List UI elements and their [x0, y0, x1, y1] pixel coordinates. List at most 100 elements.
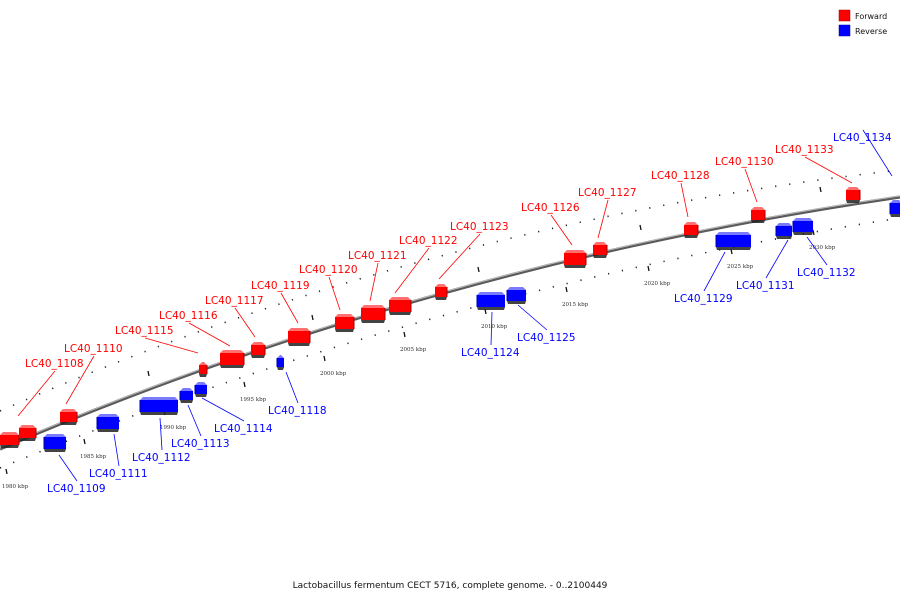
gene-lc40-1109-leader [58, 454, 78, 482]
gene-lc40-1120-feature-bevel [335, 314, 354, 317]
legend-swatch-reverse [838, 24, 851, 37]
scale-tick-label: 1990 kbp [160, 425, 187, 431]
gene-lc40-1108-feature-depth [0, 445, 19, 448]
gene-lc40-1118-feature-bevel [277, 355, 284, 358]
gene-lc40-1120-feature-body [335, 317, 354, 329]
gene-lc40-1124-label: LC40_1124 [461, 347, 520, 359]
gene-lc40-1133-feature-bevel [846, 187, 860, 190]
gene-lc40-1108-label: LC40_1108 [25, 358, 84, 370]
gene-lc40-1120-label: LC40_1120 [299, 264, 358, 276]
gene-lc40-1109-label: LC40_1109 [47, 483, 106, 495]
gene-lc40-1115-feature-depth [199, 374, 207, 377]
gene-lc40-1130-feature [751, 207, 766, 223]
gene-lc40-1122-feature [389, 297, 412, 315]
gene-lc40-1111-label: LC40_1111 [89, 468, 148, 480]
gene-lc40-1132-feature-depth [793, 232, 813, 235]
gene-lc40-1119-feature-body [288, 331, 310, 343]
scale-ticks: 1980 kbp 1985 kbp 1990 kbp 1995 kbp 2000 kbp… [2, 186, 836, 490]
gene-lc40-1126-label: LC40_1126 [521, 202, 580, 214]
gene-lc40-1108-feature [19, 425, 37, 441]
gene-lc40-1125-label: LC40_1125 [517, 332, 576, 344]
gene-lc40-1110-feature-bevel [60, 409, 77, 412]
gene-lc40-1130-feature-bevel [751, 207, 765, 210]
gene-lc40-1116-feature [220, 350, 245, 368]
gene-lc40-1134-leader [862, 129, 893, 177]
gene-lc40-1109-feature [43, 434, 66, 452]
gene-lc40-1123-feature-depth [435, 297, 447, 300]
gene-lc40-1127-feature-depth [593, 255, 607, 258]
gene-lc40-1116-feature-depth [220, 365, 244, 368]
gene-lc40-1134-label: LC40_1134 [833, 132, 892, 144]
gene-lc40-1133-leader [804, 156, 853, 184]
gene-lc40-1116-feature-body [220, 353, 244, 365]
gene-lc40-1111-leader [113, 433, 120, 467]
gene-lc40-1110-feature-body [60, 412, 77, 422]
gene-lc40-1116-leader [188, 322, 231, 347]
gene-lc40-1113-feature-depth [180, 400, 193, 403]
gene-lc40-1112-feature-body [140, 400, 178, 412]
gene-lc40-1112-feature [139, 397, 178, 415]
gene-lc40-1124-leader [490, 311, 493, 346]
gene-lc40-1111-feature [96, 414, 119, 432]
gene-lc40-1113-feature-bevel [180, 388, 193, 391]
gene-lc40-1114-feature-depth [195, 394, 207, 397]
gene-lc40-1115-leader [144, 337, 199, 354]
gene-lc40-1117-label: LC40_1117 [205, 295, 264, 307]
gene-lc40-1113-feature-body [180, 391, 193, 400]
gene-lc40-1117-feature [251, 342, 266, 358]
gene-lc40-1127-label: LC40_1127 [578, 187, 637, 199]
gene-lc40-1114-label: LC40_1114 [214, 423, 273, 435]
scale-tick-label: 2015 kbp [562, 302, 589, 308]
gene-lc40-1117-feature-bevel [251, 342, 265, 345]
gene-lc40-1133-feature [846, 187, 861, 203]
gene-lc40-1130-label: LC40_1130 [715, 156, 774, 168]
gene-lc40-1129-feature-body [716, 235, 751, 247]
gene-lc40-1133-label: LC40_1133 [775, 144, 834, 156]
gene-lc40-1123-leader [438, 233, 481, 280]
gene-lc40-1129-label: LC40_1129 [674, 293, 733, 305]
scale-tick-label: 1995 kbp [240, 397, 267, 403]
gene-lc40-1114-leader [201, 397, 245, 422]
gene-lc40-1134-feature-body [890, 203, 900, 214]
gene-lc40-1122-leader [394, 247, 430, 294]
gene-lc40-1123-label: LC40_1123 [450, 221, 509, 233]
legend-label-reverse: Reverse [855, 27, 887, 36]
gene-lc40-1116-label: LC40_1116 [159, 310, 218, 322]
scale-tick-label: 2000 kbp [320, 371, 347, 377]
gene-lc40-1126-leader [550, 214, 573, 246]
scale-tick-mark-minor [639, 224, 642, 231]
gene-lc40-1108-feature-depth [19, 438, 36, 441]
gene-lc40-1128-feature-body [684, 225, 698, 235]
scale-tick-label: 2005 kbp [400, 347, 427, 353]
gene-lc40-1125-feature-depth [507, 301, 526, 304]
gene-lc40-1122-feature-body [389, 300, 411, 312]
gene-lc40-1110-feature-depth [60, 422, 77, 425]
reverse-track-guide [0, 217, 900, 469]
gene-lc40-1131-feature [775, 223, 792, 239]
gene-lc40-1109-feature-depth [44, 449, 66, 452]
gene-lc40-1118-feature-depth [277, 367, 284, 370]
gene-lc40-1126-feature-body [564, 253, 586, 265]
gene-lc40-1131-feature-depth [776, 236, 792, 239]
gene-lc40-1129-leader [703, 251, 726, 292]
gene-lc40-1128-leader [680, 182, 689, 218]
gene-lc40-1132-feature-bevel [793, 218, 813, 221]
scale-tick-mark-minor [311, 314, 314, 321]
gene-lc40-1131-label: LC40_1131 [736, 280, 795, 292]
gene-lc40-1113-feature [179, 388, 193, 403]
gene-lc40-1126-feature [564, 250, 587, 268]
gene-lc40-1119-feature-bevel [288, 328, 310, 331]
legend-label-forward: Forward [855, 12, 887, 21]
gene-lc40-1111-feature-bevel [97, 414, 119, 417]
gene-lc40-1125-leader [517, 304, 548, 331]
gene-lc40-1130-feature-body [751, 210, 765, 220]
scale-tick-label: 1980 kbp [2, 484, 29, 490]
scale-tick-mark [243, 381, 246, 388]
gene-lc40-1114-feature [194, 382, 207, 397]
gene-lc40-1121-label: LC40_1121 [348, 250, 407, 262]
gene-lc40-1108-feature-body [0, 435, 19, 445]
gene-lc40-1114-feature-body [195, 385, 207, 394]
gene-lc40-1129-feature-depth [716, 247, 751, 250]
gene-lc40-1118-leader [285, 371, 299, 404]
gene-lc40-1125-feature [506, 287, 526, 304]
